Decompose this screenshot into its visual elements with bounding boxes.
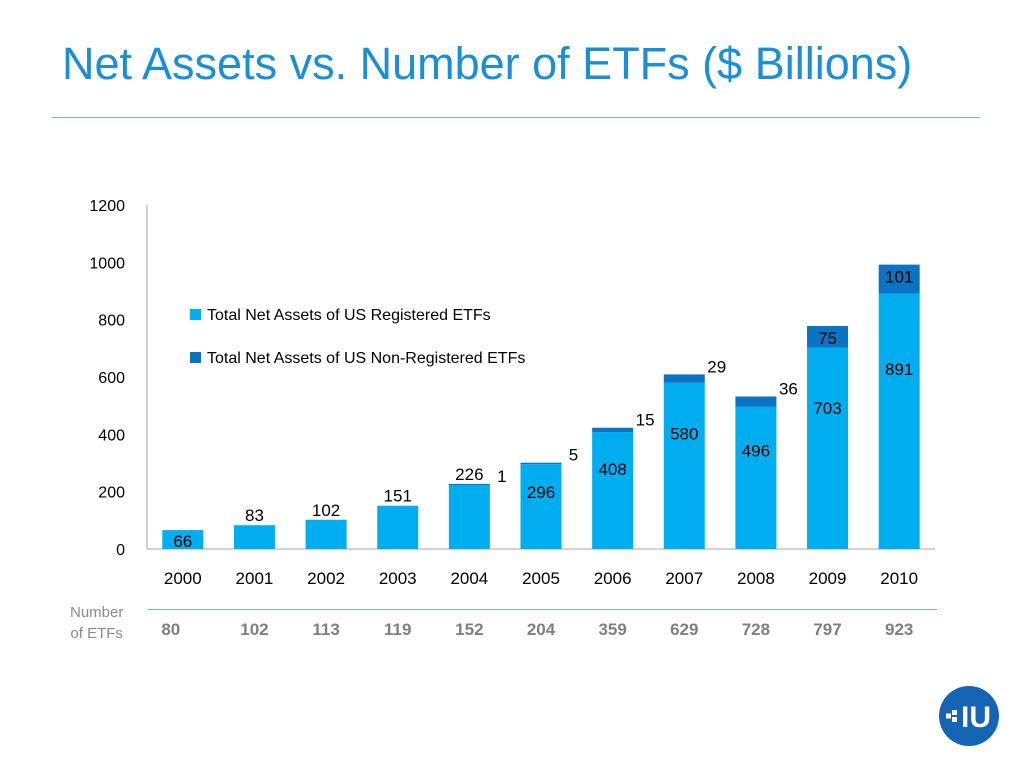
etf-count-value: 204 [527, 620, 556, 639]
bar-non-registered [592, 427, 634, 433]
bar-registered [878, 293, 920, 549]
bar-non-registered [878, 264, 920, 294]
etf-count-value: 113 [312, 620, 339, 639]
bar-non-registered [735, 396, 777, 407]
etf-count-value: 923 [885, 620, 913, 639]
x-tick-label: 2006 [594, 569, 632, 588]
data-label-registered: 66 [173, 532, 192, 551]
company-logo: IU [939, 686, 999, 746]
bar-registered [305, 519, 347, 549]
x-tick-label: 2003 [379, 569, 417, 588]
y-tick-label: 400 [98, 427, 125, 444]
data-label-registered: 408 [598, 460, 626, 479]
bar-non-registered [448, 483, 490, 485]
data-label-registered: 496 [742, 442, 770, 461]
y-tick-label: 1000 [89, 255, 125, 272]
data-label-non-registered: 1 [497, 467, 506, 486]
data-label-non-registered: 101 [885, 268, 913, 287]
etf-count-value: 797 [813, 620, 841, 639]
bar-registered [735, 406, 777, 549]
y-tick-label: 0 [116, 542, 125, 559]
data-label-registered: 102 [312, 501, 340, 520]
y-tick-label: 200 [98, 485, 125, 502]
etf-count-value: 728 [742, 620, 770, 639]
bar-registered [663, 382, 705, 549]
legend-label: Total Net Assets of US Non-Registered ET… [207, 350, 525, 367]
data-label-registered: 703 [813, 399, 841, 418]
data-label-non-registered: 29 [707, 357, 726, 376]
x-tick-label: 2010 [880, 569, 918, 588]
data-label-non-registered: 75 [818, 329, 837, 348]
x-tick-label: 2007 [665, 569, 703, 588]
cross-logo-icon [946, 710, 957, 722]
title-divider [52, 117, 980, 118]
logo-circle [939, 686, 999, 746]
etf-count-label-line1: Number [70, 604, 124, 621]
bar-non-registered [520, 462, 562, 465]
x-tick-label: 2000 [164, 569, 202, 588]
data-label-registered: 296 [527, 483, 555, 502]
data-label-registered: 226 [455, 465, 483, 484]
legend-swatch [190, 309, 201, 320]
x-tick-label: 2005 [522, 569, 560, 588]
etf-count-value: 80 [161, 620, 180, 639]
bar-registered [807, 347, 849, 549]
x-tick-label: 2004 [450, 569, 488, 588]
y-tick-label: 600 [98, 370, 125, 387]
data-label-registered: 891 [885, 360, 913, 379]
etf-count-label-line2: of ETFs [70, 625, 123, 642]
etf-count-value: 152 [455, 620, 483, 639]
etf-count-value: 119 [384, 620, 411, 639]
data-label-non-registered: 5 [569, 446, 578, 465]
bar-registered [520, 464, 562, 549]
data-label-registered: 151 [384, 487, 412, 506]
etf-count-value: 629 [670, 620, 698, 639]
data-label-non-registered: 15 [636, 411, 655, 430]
x-tick-label: 2002 [307, 569, 345, 588]
bar-registered [377, 505, 419, 549]
bar-registered [592, 432, 634, 549]
y-tick-label: 1200 [89, 198, 125, 215]
x-tick-label: 2009 [809, 569, 847, 588]
bar-registered [233, 525, 275, 549]
bar-non-registered [807, 325, 849, 348]
etf-count-label: Number of ETFs [70, 602, 123, 644]
x-tick-label: 2008 [737, 569, 775, 588]
data-label-registered: 580 [670, 424, 698, 443]
data-label-registered: 83 [245, 506, 264, 525]
page-title: Net Assets vs. Number of ETFs ($ Billion… [62, 38, 913, 89]
bar-registered [448, 484, 490, 549]
logo-text: IU [961, 701, 991, 734]
bar-registered [162, 530, 204, 549]
etf-count-divider [148, 609, 937, 610]
legend-swatch [190, 352, 201, 363]
etf-count-value: 359 [598, 620, 626, 639]
data-label-non-registered: 36 [779, 379, 798, 398]
bar-non-registered [663, 374, 705, 383]
y-tick-label: 800 [98, 313, 125, 330]
legend-label: Total Net Assets of US Registered ETFs [207, 307, 491, 324]
x-tick-label: 2001 [236, 569, 274, 588]
etf-count-value: 102 [240, 620, 268, 639]
